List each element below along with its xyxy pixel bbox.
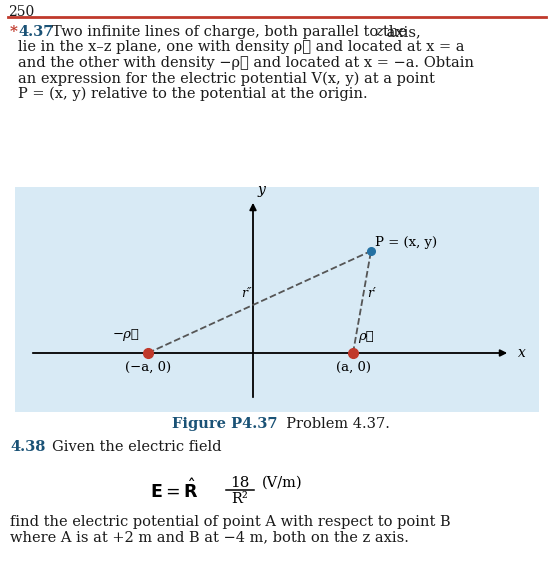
Text: 18: 18 (230, 476, 250, 490)
Text: *: * (10, 25, 18, 39)
Text: −ρℓ: −ρℓ (113, 328, 140, 341)
Text: y: y (258, 183, 266, 197)
Text: lie in the x–z plane, one with density ρℓ and located at x = a: lie in the x–z plane, one with density ρ… (18, 40, 464, 55)
Text: Two infinite lines of charge, both parallel to the: Two infinite lines of charge, both paral… (52, 25, 412, 39)
Text: 250: 250 (8, 5, 34, 19)
Text: (−a, 0): (−a, 0) (125, 361, 171, 374)
Text: z: z (375, 25, 383, 39)
Text: where A is at +2 m and B at −4 m, both on the z axis.: where A is at +2 m and B at −4 m, both o… (10, 531, 409, 545)
Text: (V/m): (V/m) (262, 476, 302, 490)
Text: R²: R² (232, 492, 248, 506)
Text: an expression for the electric potential V(x, y) at a point: an expression for the electric potential… (18, 71, 435, 86)
Text: find the electric potential of point A with respect to point B: find the electric potential of point A w… (10, 515, 450, 529)
Text: Given the electric field: Given the electric field (52, 440, 222, 454)
Text: P = (x, y): P = (x, y) (375, 236, 437, 249)
Text: (a, 0): (a, 0) (336, 361, 371, 374)
Text: 4.37: 4.37 (18, 25, 53, 39)
Text: x: x (518, 346, 526, 360)
Text: r′: r′ (367, 287, 376, 300)
Text: and the other with density −ρℓ and located at x = −a. Obtain: and the other with density −ρℓ and locat… (18, 56, 474, 70)
Text: Figure P4.37: Figure P4.37 (172, 417, 277, 431)
Text: $\mathbf{E} = \hat{\mathbf{R}}$: $\mathbf{E} = \hat{\mathbf{R}}$ (150, 478, 198, 501)
Text: ρℓ: ρℓ (358, 330, 374, 343)
Text: Problem 4.37.: Problem 4.37. (277, 417, 390, 431)
Text: P = (x, y) relative to the potential at the origin.: P = (x, y) relative to the potential at … (18, 87, 368, 101)
Text: 4.38: 4.38 (10, 440, 45, 454)
Bar (15, 187, 539, 412)
Text: axis,: axis, (382, 25, 420, 39)
Text: r″: r″ (241, 287, 252, 300)
